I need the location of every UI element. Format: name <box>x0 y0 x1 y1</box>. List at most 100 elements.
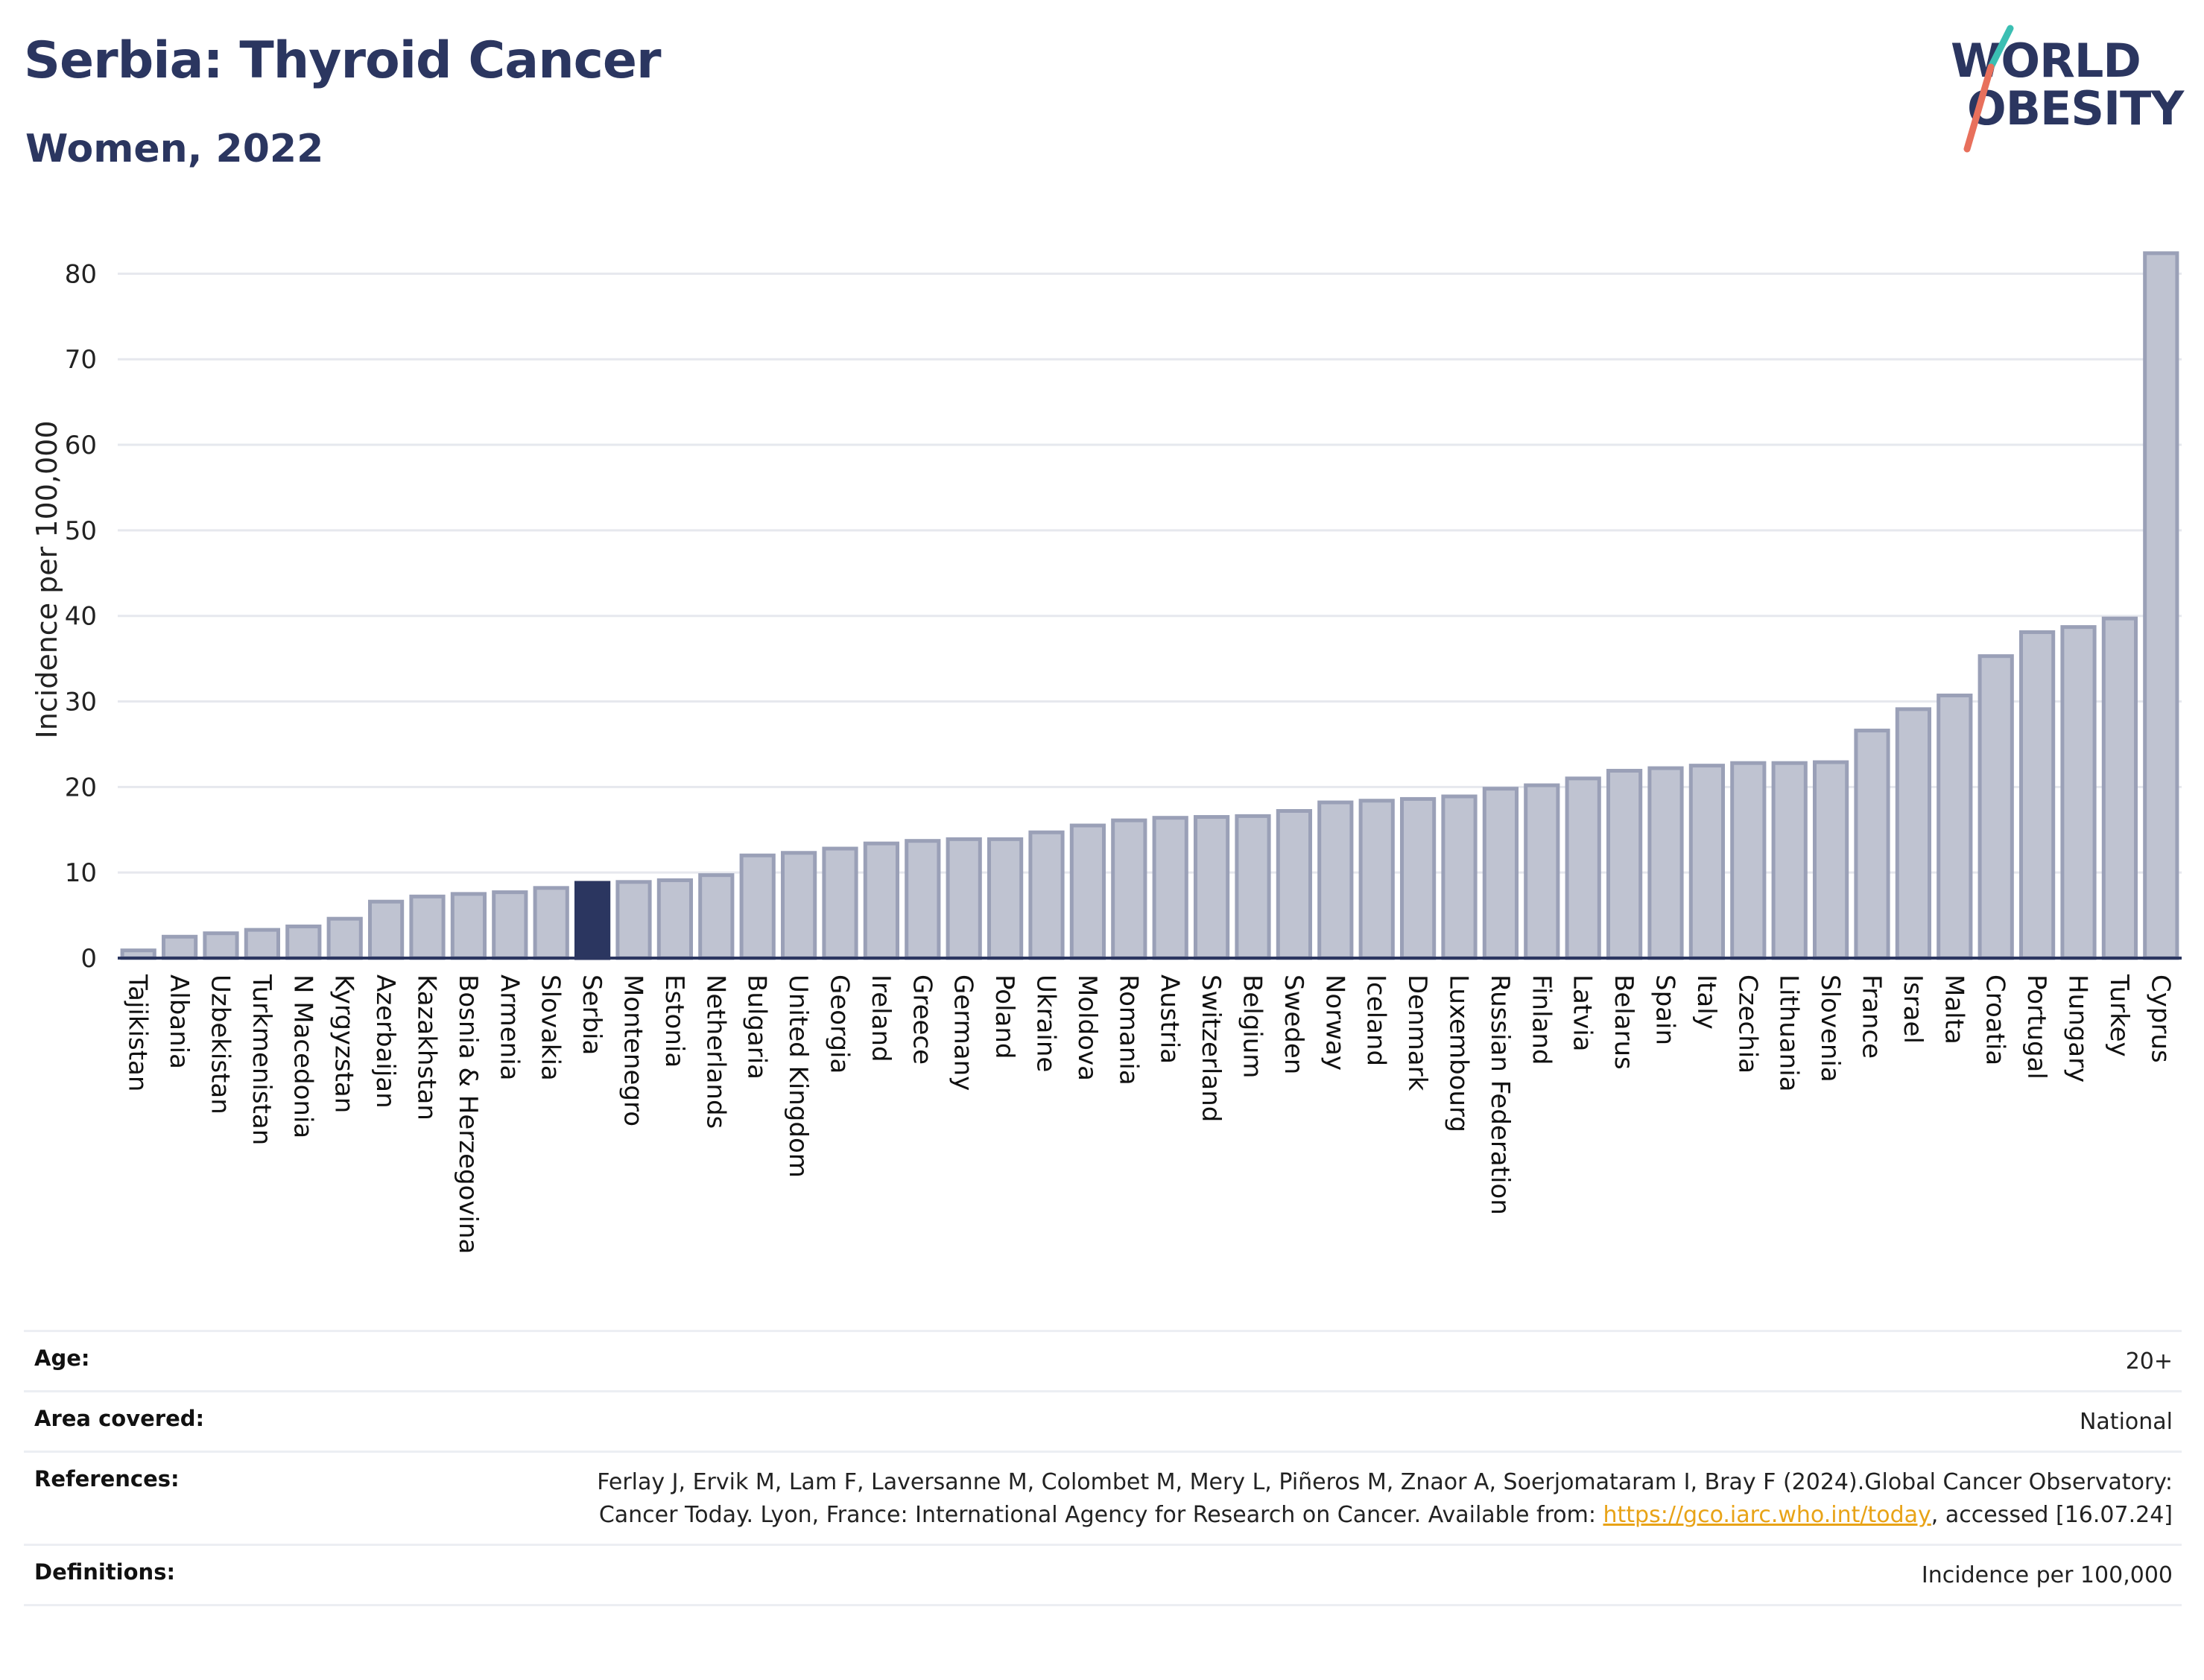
age-row: Age: 20+ <box>24 1330 2182 1390</box>
y-tick-label: 60 <box>65 431 97 460</box>
bar <box>946 837 982 960</box>
world-obesity-logo: WORLD OBESITY <box>1945 22 2191 156</box>
x-tick-label: France <box>1857 974 1887 1059</box>
page-subtitle: Women, 2022 <box>25 127 324 171</box>
age-value: 20+ <box>2125 1348 2173 1375</box>
bar <box>1441 794 1478 960</box>
y-axis-label: Incidence per 100,000 <box>31 420 63 738</box>
x-tick-label: Tajikistan <box>123 974 153 1091</box>
area-label: Area covered: <box>34 1406 205 1431</box>
x-tick-label: Turkmenistan <box>247 974 276 1145</box>
bar <box>1235 814 1271 960</box>
bar <box>2143 251 2179 960</box>
x-tick-label: N Macedonia <box>288 974 317 1138</box>
bar <box>1317 800 1354 960</box>
bar <box>1276 809 1313 960</box>
logo-line-1: WORLD <box>1951 34 2141 88</box>
y-tick-label: 50 <box>65 516 97 546</box>
x-tick-label: Finland <box>1526 974 1556 1065</box>
bar <box>1111 818 1147 960</box>
x-tick-label: Moldova <box>1072 974 1102 1081</box>
age-label: Age: <box>34 1345 90 1371</box>
bar <box>1812 760 1849 960</box>
bar <box>780 851 817 960</box>
bar <box>533 886 569 960</box>
x-tick-label: Netherlands <box>700 974 730 1129</box>
bar <box>1482 787 1519 960</box>
x-tick-label: Denmark <box>1402 974 1432 1091</box>
bar <box>1399 796 1437 960</box>
x-tick-label: Spain <box>1650 974 1680 1045</box>
bar <box>1688 764 1726 960</box>
x-tick-label: Slovakia <box>536 974 566 1081</box>
bar <box>1606 769 1643 960</box>
x-tick-label: Luxembourg <box>1444 974 1474 1132</box>
bar-chart: 0 10 20 30 40 50 60 70 80 Incidence per 100,000 Ta… <box>31 251 2182 1254</box>
area-value: National <box>2079 1409 2173 1435</box>
bar <box>367 899 405 960</box>
definitions-row: Definitions: Incidence per 100,000 <box>24 1544 2182 1606</box>
bar <box>2101 616 2138 960</box>
x-tick-label: Germany <box>949 974 978 1091</box>
bar <box>2060 625 2097 960</box>
x-tick-label: Azerbaijan <box>370 974 400 1109</box>
x-tick-label: United Kingdom <box>783 974 813 1178</box>
bar <box>285 925 322 960</box>
bar <box>1771 761 1808 960</box>
references-accessed: , accessed [16.07.24] <box>1931 1502 2173 1528</box>
x-tick-label: Hungary <box>2063 974 2093 1083</box>
bar <box>1069 823 1106 960</box>
bar <box>615 880 652 960</box>
bar <box>1730 761 1767 960</box>
bar <box>739 853 776 960</box>
x-tick-label: Russian Federation <box>1485 974 1515 1215</box>
x-tick-label: Kyrgyzstan <box>329 974 359 1113</box>
bar <box>409 894 446 960</box>
y-tick-label: 0 <box>80 944 97 974</box>
bar <box>698 873 735 960</box>
x-tick-label: Iceland <box>1361 974 1391 1066</box>
x-tick-label: Estonia <box>659 974 689 1068</box>
area-row: Area covered: National <box>24 1390 2182 1451</box>
x-tick-label: Israel <box>1898 974 1928 1044</box>
references-row: References: Ferlay J, Ervik M, Lam F, La… <box>24 1451 2182 1544</box>
references-text: Ferlay J, Ervik M, Lam F, Laversanne M, … <box>597 1469 2173 1528</box>
logo-line-2: OBESITY <box>1967 81 2184 136</box>
x-tick-label: Czechia <box>1732 974 1762 1074</box>
x-tick-label: Belarus <box>1609 974 1638 1070</box>
y-tick-label: 20 <box>65 773 97 802</box>
x-tick-label: Norway <box>1320 974 1349 1071</box>
x-tick-label: Slovenia <box>1815 974 1845 1083</box>
definitions-value: Incidence per 100,000 <box>1921 1562 2173 1588</box>
bar <box>1358 799 1395 960</box>
bar <box>822 846 858 960</box>
bar <box>1854 729 1890 960</box>
x-tick-label: Bosnia & Herzegovina <box>453 974 483 1254</box>
x-tick-label: Ukraine <box>1031 974 1061 1072</box>
x-tick-label: Serbia <box>577 974 607 1055</box>
bar <box>2018 630 2056 960</box>
bar <box>203 931 239 960</box>
info-table: Age: 20+ Area covered: National Referenc… <box>24 1330 2182 1606</box>
bar <box>1524 783 1560 960</box>
x-tick-label: Poland <box>989 974 1019 1059</box>
x-tick-label: Georgia <box>825 974 855 1074</box>
bar <box>1937 693 1973 960</box>
references-label: References: <box>34 1466 180 1492</box>
references-link[interactable]: https://gco.iarc.who.int/today <box>1603 1502 1931 1528</box>
x-tick-label: Latvia <box>1568 974 1597 1052</box>
bar <box>1028 830 1065 960</box>
x-tick-label: Switzerland <box>1196 974 1226 1122</box>
bar <box>1565 776 1601 960</box>
x-tick-label: Bulgaria <box>742 974 772 1080</box>
bar <box>326 916 363 960</box>
bar <box>450 892 487 960</box>
x-tick-label: Ireland <box>866 974 896 1062</box>
x-tick-label: Austria <box>1155 974 1185 1064</box>
bar <box>1977 654 2014 960</box>
x-tick-label: Uzbekistan <box>206 974 235 1115</box>
bar <box>1193 815 1230 960</box>
bar <box>1647 766 1684 960</box>
x-tick-label: Portugal <box>2021 974 2051 1080</box>
bar <box>244 928 281 960</box>
